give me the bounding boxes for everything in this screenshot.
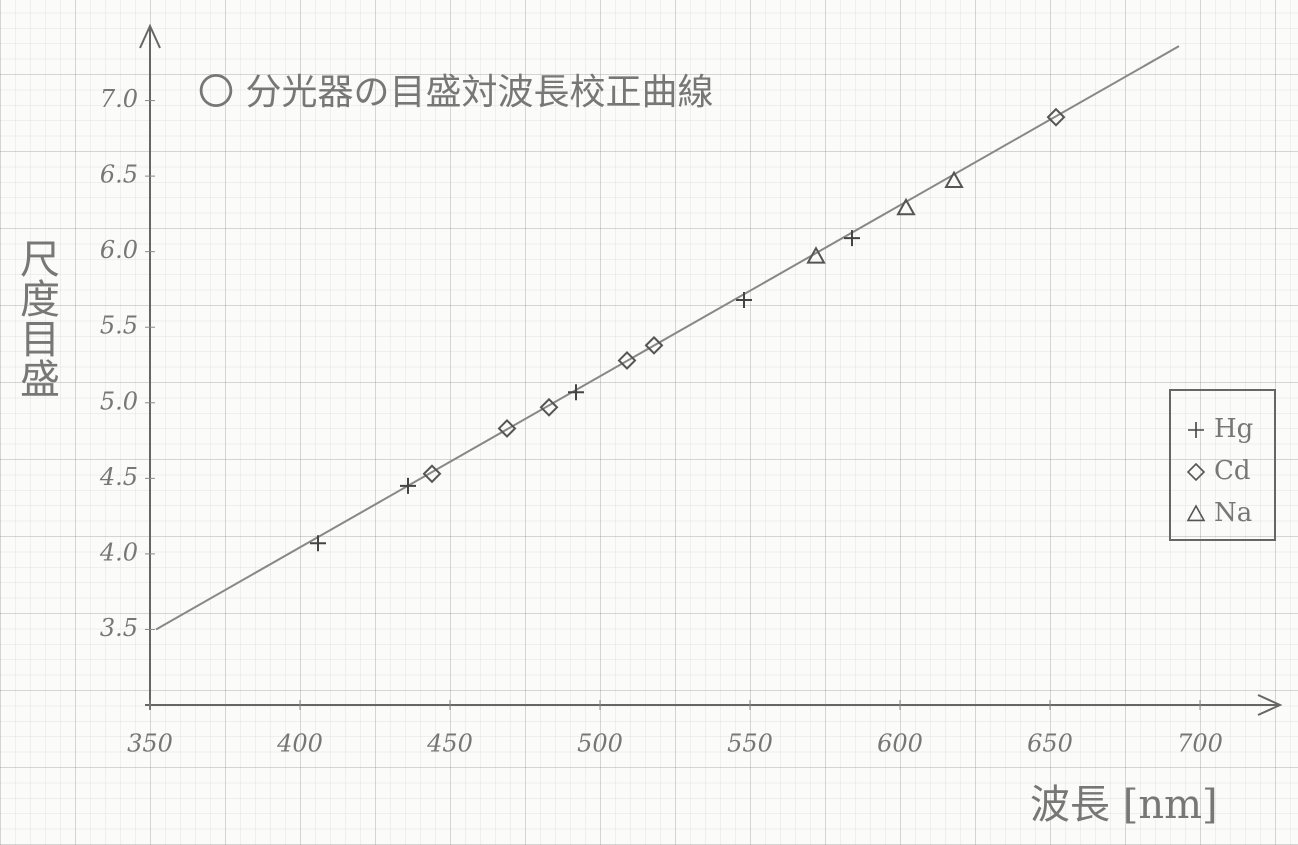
legend-marker [1188,422,1204,438]
point [539,397,559,417]
fit-line [155,45,1180,631]
x-tick-label: 500 [577,730,623,758]
point [310,535,326,552]
y-tick-label: 5.5 [100,312,138,340]
x-axis-label: 波長 [nm] [1030,782,1218,828]
y-tick-label: 4.0 [99,538,138,566]
y-tick-label: 6.5 [100,161,138,189]
y-tick-label: 6.0 [100,236,138,264]
y-tick-label: 3.5 [100,614,138,642]
x-tick-label: 400 [276,730,323,758]
point [896,197,916,216]
x-tick-label: 350 [127,730,173,758]
x-tick-label: 550 [727,730,773,758]
y-tick-label: 4.5 [99,463,138,491]
y-tick-label: 5.0 [100,387,138,415]
x-tick-label: 650 [1027,730,1073,758]
legend-marker [1186,504,1206,522]
point [944,170,964,189]
point [644,335,664,355]
x-tick-label: 700 [1177,730,1223,758]
point [617,351,637,370]
x-tick-label: 450 [426,730,473,758]
legend-label: Cd [1214,456,1251,486]
point [844,230,860,247]
legend-box [1169,389,1276,541]
point [422,464,442,484]
point [568,384,584,401]
point [497,419,517,438]
legend-label: Hg [1214,414,1253,444]
y-axis-label: 尺度目盛 [13,238,59,398]
point [806,246,826,264]
legend-label: Na [1214,498,1252,528]
point [400,477,416,494]
x-axis-arrow [1257,694,1283,716]
y-axis-arrow [139,23,161,49]
legend-marker [1186,462,1206,482]
point [736,292,752,309]
point [1046,107,1066,127]
x-tick-label: 600 [877,730,923,758]
y-tick-label: 7.0 [100,85,138,113]
chart-title: 〇 分光器の目盛対波長校正曲線 [198,72,713,113]
